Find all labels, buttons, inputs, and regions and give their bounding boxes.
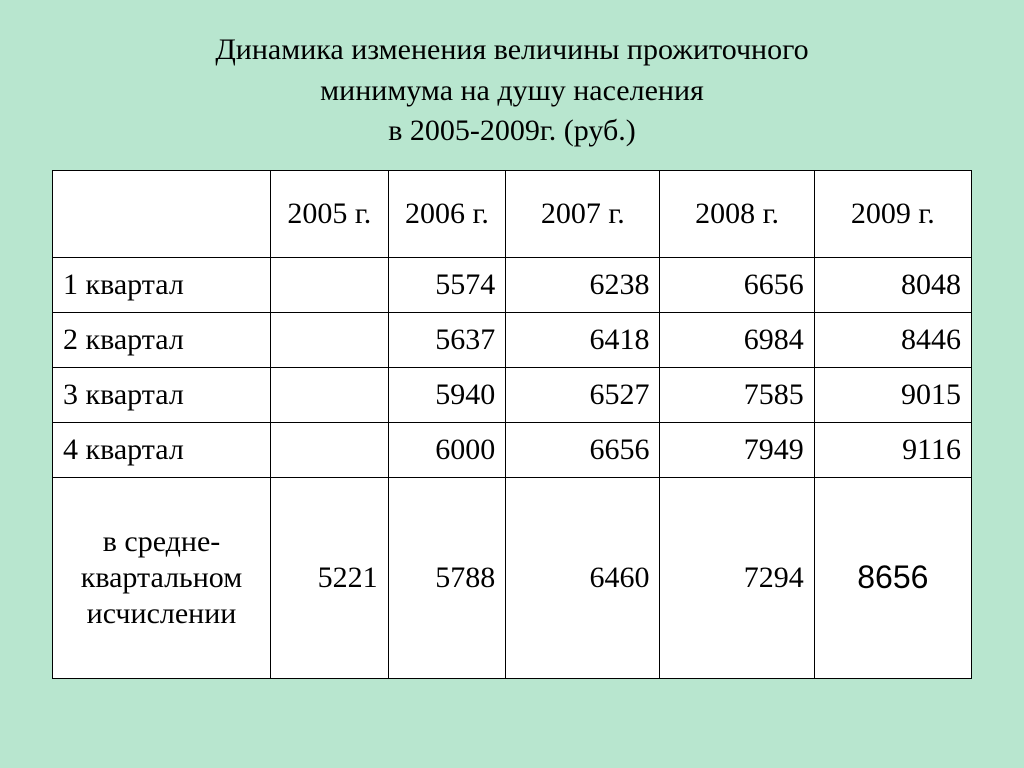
cell	[271, 422, 389, 477]
title-line-1: Динамика изменения величины прожиточного	[215, 33, 808, 66]
cell: 7949	[660, 422, 814, 477]
cell: 6527	[506, 367, 660, 422]
cell: 5221	[271, 477, 389, 678]
cell: 6000	[388, 422, 506, 477]
header-2009: 2009 г.	[814, 170, 971, 257]
header-2008: 2008 г.	[660, 170, 814, 257]
table-row-average: в средне-квартальном исчислении 5221 578…	[53, 477, 972, 678]
cell	[271, 257, 389, 312]
cell	[271, 367, 389, 422]
row-label: 1 квартал	[53, 257, 271, 312]
table-row: 4 квартал 6000 6656 7949 9116	[53, 422, 972, 477]
title-line-3: в 2005-2009г. (руб.)	[388, 114, 636, 147]
cell	[271, 312, 389, 367]
cell: 8048	[814, 257, 971, 312]
cell: 6984	[660, 312, 814, 367]
page-title: Динамика изменения величины прожиточного…	[215, 30, 808, 152]
title-line-2: минимума на душу населения	[320, 74, 704, 107]
header-empty	[53, 170, 271, 257]
slide: Динамика изменения величины прожиточного…	[0, 0, 1024, 768]
header-2007: 2007 г.	[506, 170, 660, 257]
table-row: 1 квартал 5574 6238 6656 8048	[53, 257, 972, 312]
cell: 6656	[506, 422, 660, 477]
cell: 5788	[388, 477, 506, 678]
header-2005: 2005 г.	[271, 170, 389, 257]
cell: 5574	[388, 257, 506, 312]
cell: 6238	[506, 257, 660, 312]
table-header-row: 2005 г. 2006 г. 2007 г. 2008 г. 2009 г.	[53, 170, 972, 257]
header-2006: 2006 г.	[388, 170, 506, 257]
cell: 7294	[660, 477, 814, 678]
cell: 6656	[660, 257, 814, 312]
cell: 5940	[388, 367, 506, 422]
cell: 9116	[814, 422, 971, 477]
cell: 9015	[814, 367, 971, 422]
row-label-average: в средне-квартальном исчислении	[53, 477, 271, 678]
cell: 6418	[506, 312, 660, 367]
cell: 5637	[388, 312, 506, 367]
cell: 8446	[814, 312, 971, 367]
table-row: 3 квартал 5940 6527 7585 9015	[53, 367, 972, 422]
data-table: 2005 г. 2006 г. 2007 г. 2008 г. 2009 г. …	[52, 170, 972, 679]
row-label: 3 квартал	[53, 367, 271, 422]
cell: 8656	[814, 477, 971, 678]
table-row: 2 квартал 5637 6418 6984 8446	[53, 312, 972, 367]
row-label: 2 квартал	[53, 312, 271, 367]
row-label: 4 квартал	[53, 422, 271, 477]
cell: 7585	[660, 367, 814, 422]
cell: 6460	[506, 477, 660, 678]
